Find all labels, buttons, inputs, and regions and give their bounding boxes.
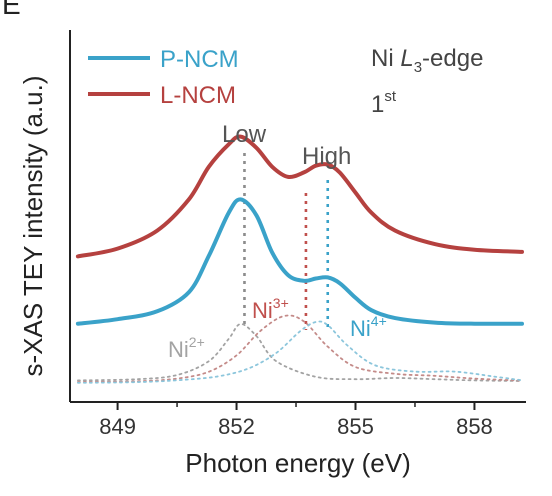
legend-label-p-ncm: P-NCM [160, 46, 239, 73]
reference-lines [243, 153, 330, 330]
high-label: High [302, 143, 351, 170]
labels: Photon energy (eV) s-XAS TEY intensity (a… [2, 0, 483, 478]
axes: 849 852 855 858 [69, 30, 526, 439]
series-layer [75, 134, 524, 384]
ni2-label: Ni2+ [168, 334, 205, 362]
x-tick-label: 849 [99, 414, 136, 439]
x-tick-label: 855 [337, 414, 374, 439]
series-ni2plus [77, 323, 523, 382]
series-ni4plus [77, 320, 523, 384]
ni3-label: Ni3+ [252, 295, 289, 323]
series-ni3plus [77, 314, 523, 383]
edge-label: Ni L3-edge [371, 45, 483, 76]
y-axis-title: s-XAS TEY intensity (a.u.) [18, 75, 48, 376]
ni4-label: Ni4+ [350, 313, 387, 341]
series-l-ncm [75, 134, 524, 259]
x-tick-label: 852 [218, 414, 255, 439]
x-axis-title: Photon energy (eV) [185, 448, 410, 478]
low-label: Low [222, 121, 267, 148]
legend-label-l-ncm: L-NCM [160, 82, 236, 109]
panel-label: E [2, 0, 21, 20]
cycle-label: 1st [371, 88, 397, 118]
x-tick-label: 858 [456, 414, 493, 439]
series-p-ncm [75, 197, 524, 326]
